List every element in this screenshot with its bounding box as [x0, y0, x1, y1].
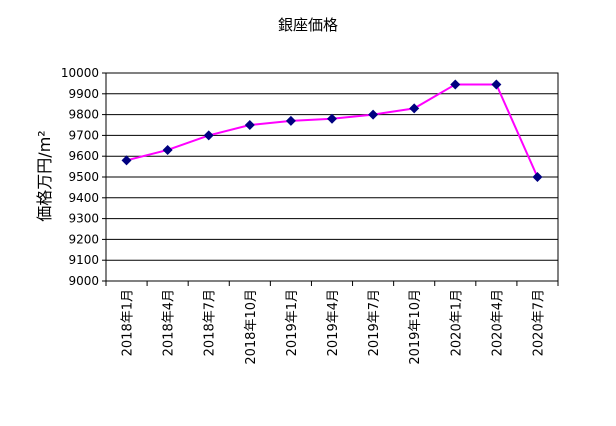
- data-point: [450, 79, 461, 90]
- y-axis: 9000 9100 9200 9300 9400 9500 9600 9700 9800 9900…: [61, 66, 106, 288]
- y-axis-label: 価格万円/m²: [35, 130, 54, 221]
- x-tick-label: 2019年4月: [326, 289, 341, 356]
- data-point: [203, 130, 214, 141]
- chart-title: 銀座価格: [278, 16, 338, 34]
- x-tick-label: 2018年4月: [162, 289, 177, 356]
- data-point: [244, 120, 255, 130]
- x-tick-label: 2018年1月: [121, 289, 136, 356]
- y-tick-label: 9800: [68, 108, 99, 122]
- y-tick-label: 9300: [68, 212, 99, 226]
- data-point: [532, 172, 543, 182]
- y-tick-label: 9500: [68, 170, 99, 184]
- data-point: [327, 113, 337, 124]
- data-point: [162, 144, 173, 155]
- data-point: [491, 79, 502, 90]
- data-point: [121, 155, 132, 166]
- y-tick-label: 10000: [61, 66, 99, 80]
- series-markers: [121, 79, 543, 182]
- y-tick-label: 9100: [68, 253, 99, 267]
- series-line: [126, 83, 539, 178]
- data-point: [368, 109, 379, 120]
- y-tick-label: 9600: [68, 149, 99, 163]
- y-tick-label: 9200: [68, 232, 99, 246]
- x-tick-label: 2019年1月: [285, 289, 300, 356]
- x-tick-label: 2018年7月: [203, 289, 218, 356]
- data-point: [285, 115, 296, 126]
- y-tick-label: 9000: [68, 274, 99, 288]
- gridlines: [106, 93, 558, 261]
- x-tick-label: 2019年10月: [408, 289, 423, 365]
- y-tick-label: 9400: [68, 191, 99, 205]
- x-tick-label: 2020年7月: [531, 289, 546, 356]
- data-point: [409, 103, 420, 114]
- x-tick-label: 2018年10月: [244, 289, 259, 365]
- x-tick-label: 2020年4月: [490, 289, 505, 356]
- x-tick-label: 2020年1月: [449, 289, 464, 356]
- x-tick-label: 2019年7月: [367, 289, 382, 356]
- y-tick-label: 9900: [68, 87, 99, 101]
- x-axis: 2018年1月 2018年4月 2018年7月 2018年10月 2019年1月 2019…: [105, 281, 559, 365]
- y-tick-label: 9700: [68, 128, 99, 142]
